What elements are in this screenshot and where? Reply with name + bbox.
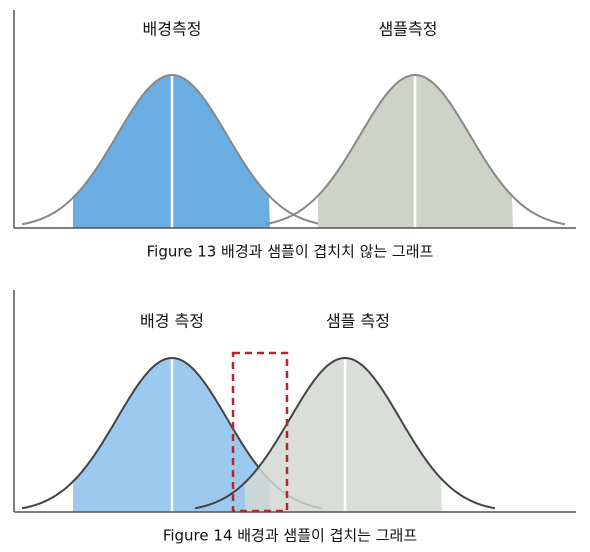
bell-curve [194, 356, 496, 510]
caption: Figure 14 배경과 샘플이 겹치는 그래프 [163, 527, 418, 545]
label: 배경 측정 [140, 312, 204, 331]
label: 샘플측정 [379, 20, 438, 39]
label: 샘플 측정 [326, 312, 390, 331]
figure-14 [21, 356, 496, 512]
figure-13 [21, 73, 566, 228]
bell-curve [264, 73, 566, 226]
overlap-highlight [231, 351, 289, 513]
bell-curve [21, 73, 323, 226]
label: 배경측정 [143, 20, 202, 39]
caption: Figure 13 배경과 샘플이 겹치치 않는 그래프 [147, 243, 434, 261]
shaded-area [245, 358, 442, 512]
